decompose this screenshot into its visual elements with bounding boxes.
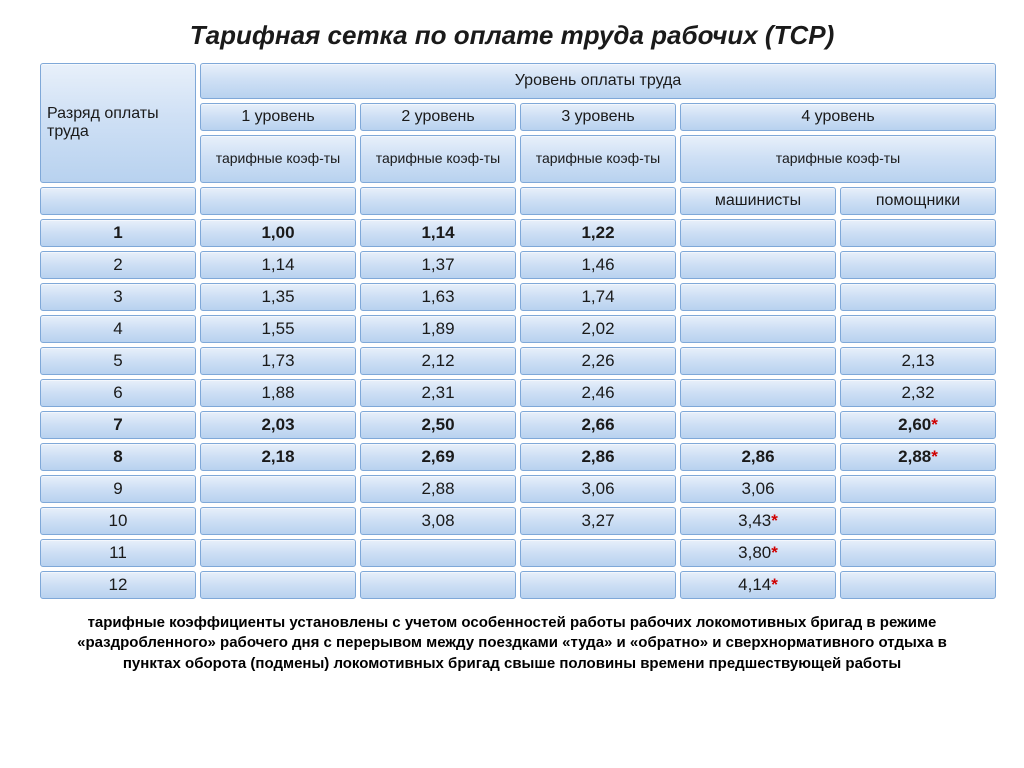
page-title: Тарифная сетка по оплате труда рабочих (… — [40, 20, 984, 51]
row-level2: 3,08 — [360, 507, 516, 535]
row-pom — [840, 507, 996, 535]
row-level1: 1,35 — [200, 283, 356, 311]
row-pom — [840, 539, 996, 567]
row-pom — [840, 251, 996, 279]
header-level-1: 1 уровень — [200, 103, 356, 131]
row-level2: 2,31 — [360, 379, 516, 407]
row-pom — [840, 571, 996, 599]
row-level3: 3,06 — [520, 475, 676, 503]
row-mash: 3,80* — [680, 539, 836, 567]
row-pom — [840, 219, 996, 247]
row-level1 — [200, 507, 356, 535]
header-empty-2 — [360, 187, 516, 215]
row-level1: 1,00 — [200, 219, 356, 247]
row-level3: 2,02 — [520, 315, 676, 343]
row-razryad: 3 — [40, 283, 196, 311]
row-mash: 2,86 — [680, 443, 836, 471]
row-level2 — [360, 539, 516, 567]
row-mash — [680, 251, 836, 279]
header-empty-1 — [200, 187, 356, 215]
row-pom — [840, 315, 996, 343]
header-mash: машинисты — [680, 187, 836, 215]
tariff-table: Разряд оплаты труда Уровень оплаты труда… — [40, 63, 984, 599]
row-level3: 2,86 — [520, 443, 676, 471]
row-level2: 1,37 — [360, 251, 516, 279]
footnote: тарифные коэффициенты установлены с учет… — [40, 613, 984, 674]
row-mash — [680, 347, 836, 375]
row-level1: 1,88 — [200, 379, 356, 407]
row-razryad: 4 — [40, 315, 196, 343]
row-level2: 2,69 — [360, 443, 516, 471]
row-pom: 2,13 — [840, 347, 996, 375]
row-level2: 2,12 — [360, 347, 516, 375]
row-level1: 2,03 — [200, 411, 356, 439]
row-razryad: 2 — [40, 251, 196, 279]
row-razryad: 12 — [40, 571, 196, 599]
header-coef-2: тарифные коэф-ты — [360, 135, 516, 183]
header-coef-3: тарифные коэф-ты — [520, 135, 676, 183]
row-razryad: 6 — [40, 379, 196, 407]
row-mash: 4,14* — [680, 571, 836, 599]
row-level3 — [520, 539, 676, 567]
header-level-3: 3 уровень — [520, 103, 676, 131]
row-level3: 1,22 — [520, 219, 676, 247]
header-uroven-top: Уровень оплаты труда — [200, 63, 996, 99]
row-level1: 1,73 — [200, 347, 356, 375]
row-level2 — [360, 571, 516, 599]
row-pom: 2,60* — [840, 411, 996, 439]
row-level3: 3,27 — [520, 507, 676, 535]
header-coef-4: тарифные коэф-ты — [680, 135, 996, 183]
row-level3: 2,26 — [520, 347, 676, 375]
row-mash — [680, 219, 836, 247]
row-pom: 2,32 — [840, 379, 996, 407]
row-mash — [680, 379, 836, 407]
row-level1 — [200, 571, 356, 599]
row-level1: 1,55 — [200, 315, 356, 343]
header-pom: помощники — [840, 187, 996, 215]
row-level2: 2,50 — [360, 411, 516, 439]
row-razryad: 7 — [40, 411, 196, 439]
row-level1: 1,14 — [200, 251, 356, 279]
row-razryad: 10 — [40, 507, 196, 535]
header-empty-3 — [520, 187, 676, 215]
row-pom — [840, 283, 996, 311]
row-razryad: 11 — [40, 539, 196, 567]
row-mash — [680, 283, 836, 311]
row-mash — [680, 315, 836, 343]
row-level1: 2,18 — [200, 443, 356, 471]
header-level-4: 4 уровень — [680, 103, 996, 131]
header-level-2: 2 уровень — [360, 103, 516, 131]
row-level3: 2,66 — [520, 411, 676, 439]
row-level3: 2,46 — [520, 379, 676, 407]
row-mash — [680, 411, 836, 439]
header-empty-r — [40, 187, 196, 215]
row-razryad: 5 — [40, 347, 196, 375]
row-level1 — [200, 475, 356, 503]
row-level3: 1,74 — [520, 283, 676, 311]
row-mash: 3,43* — [680, 507, 836, 535]
row-pom: 2,88* — [840, 443, 996, 471]
row-mash: 3,06 — [680, 475, 836, 503]
row-razryad: 8 — [40, 443, 196, 471]
row-level3 — [520, 571, 676, 599]
row-level2: 1,14 — [360, 219, 516, 247]
row-level2: 1,63 — [360, 283, 516, 311]
header-coef-1: тарифные коэф-ты — [200, 135, 356, 183]
row-level2: 1,89 — [360, 315, 516, 343]
row-razryad: 9 — [40, 475, 196, 503]
row-level3: 1,46 — [520, 251, 676, 279]
row-level1 — [200, 539, 356, 567]
header-razryad: Разряд оплаты труда — [40, 63, 196, 183]
row-razryad: 1 — [40, 219, 196, 247]
row-pom — [840, 475, 996, 503]
row-level2: 2,88 — [360, 475, 516, 503]
